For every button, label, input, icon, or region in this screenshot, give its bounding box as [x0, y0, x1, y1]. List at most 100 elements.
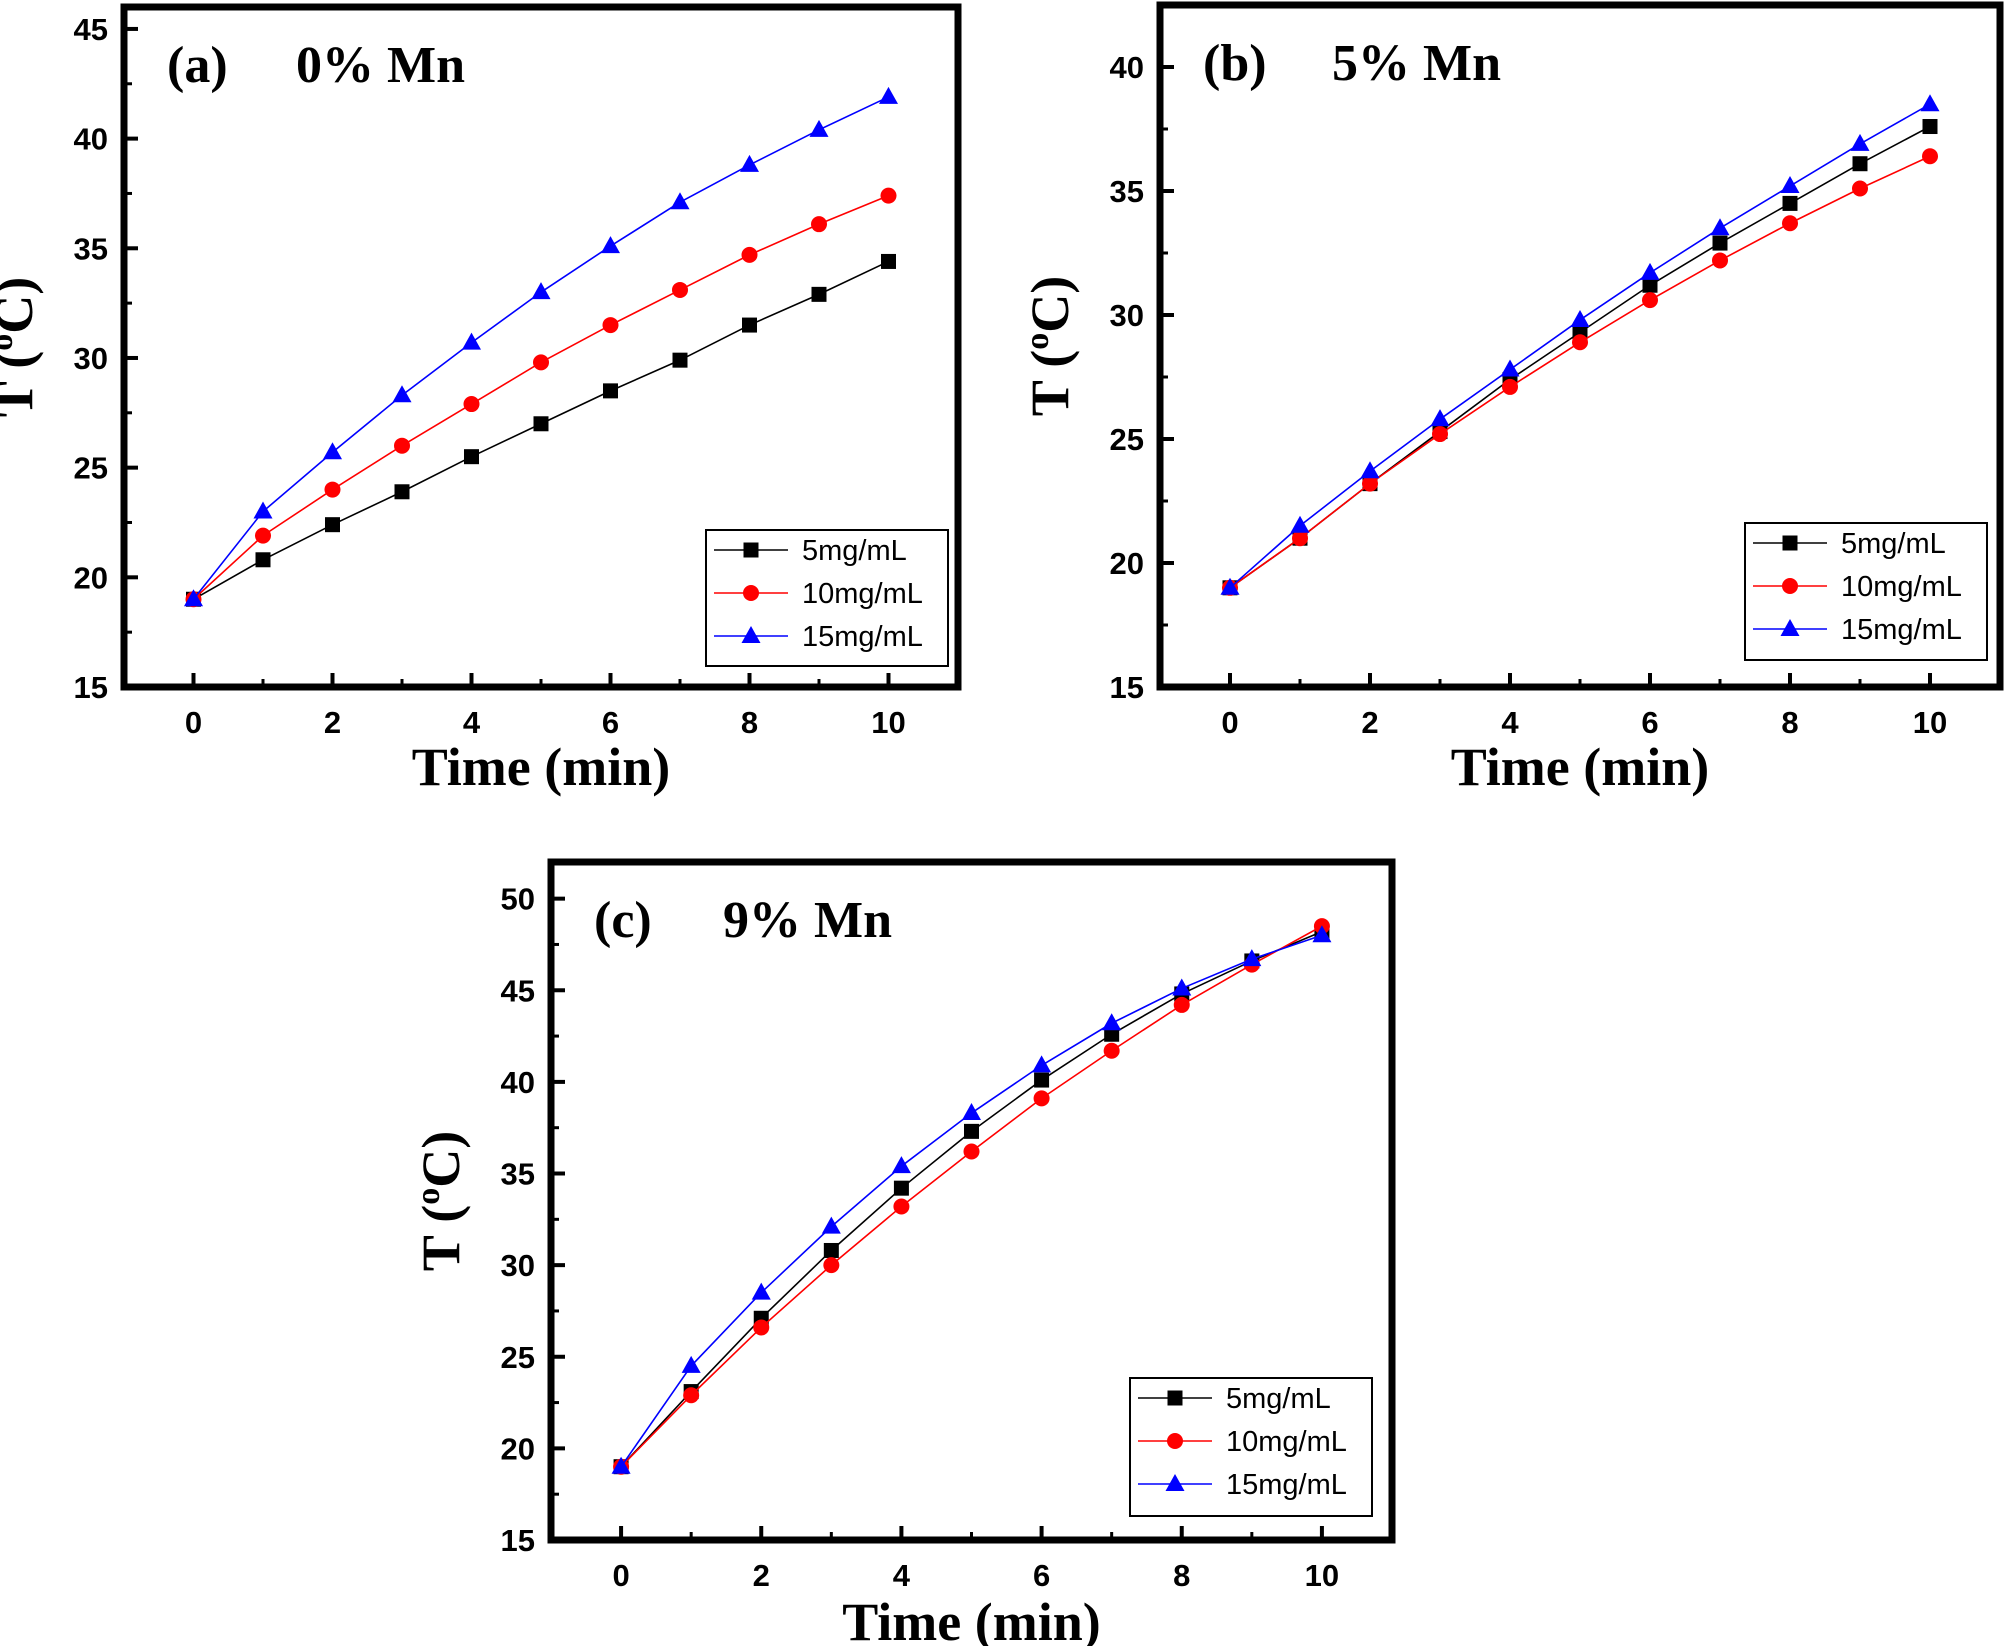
data-point — [893, 1198, 910, 1215]
y-tick-label: 15 — [501, 1523, 535, 1558]
legend-marker — [1782, 578, 1798, 594]
x-tick-label: 10 — [1305, 1558, 1339, 1593]
data-point — [1852, 156, 1868, 172]
legend-label: 10mg/mL — [802, 578, 923, 610]
y-axis-label-superscript: o — [410, 1188, 447, 1205]
legend-label: 15mg/mL — [1226, 1469, 1347, 1501]
data-point — [1104, 1026, 1120, 1042]
y-tick-label: 15 — [74, 670, 108, 705]
data-point — [184, 589, 203, 607]
plot-frame — [1156, 1, 2004, 691]
data-point — [1850, 133, 1870, 151]
data-point — [602, 317, 619, 334]
y-axis-label-superscript: o — [1019, 333, 1056, 350]
x-tick-label: 2 — [324, 705, 341, 740]
x-tick-label: 8 — [1781, 705, 1798, 740]
y-tick-label: 25 — [1110, 422, 1144, 457]
data-point — [1852, 180, 1868, 197]
x-tick-label: 4 — [1501, 705, 1519, 740]
data-point — [741, 246, 758, 263]
data-point — [1312, 925, 1332, 943]
chart-panel-b: 0 2 4 6 8 10 15 20 25 30 35 40 (b) 5% Mn Time (min) T (… — [1019, 1, 2004, 797]
data-point — [601, 236, 620, 254]
data-point — [1500, 359, 1520, 377]
data-point — [811, 216, 827, 233]
y-tick-label: 40 — [1110, 50, 1144, 85]
legend: 5mg/mL 10mg/mL 15mg/mL — [705, 529, 949, 667]
data-point — [1290, 515, 1310, 533]
y-tick-label: 35 — [74, 231, 108, 266]
data-point — [1430, 409, 1450, 427]
data-point — [672, 352, 688, 368]
y-tick-label: 30 — [74, 341, 108, 376]
data-point — [1642, 292, 1658, 309]
plot-frame — [120, 3, 962, 691]
data-point — [1173, 996, 1190, 1013]
x-tick-label: 4 — [463, 705, 481, 740]
series-line-15mg/mL — [192, 96, 889, 600]
legend-marker — [1782, 535, 1798, 551]
y-tick-label: 40 — [74, 122, 108, 157]
legend-marker — [1780, 619, 1800, 636]
data-point — [1432, 426, 1448, 443]
data-point — [1502, 378, 1518, 395]
y-tick-label: 25 — [501, 1340, 535, 1375]
x-tick-label: 6 — [1033, 1558, 1050, 1593]
y-tick-label: 20 — [1110, 546, 1144, 581]
panel-label: (c) — [594, 892, 652, 949]
data-point — [325, 517, 340, 533]
data-point — [683, 1387, 700, 1404]
data-point — [1712, 235, 1728, 251]
y-axis-label-main: T ( — [411, 1205, 471, 1272]
data-point — [324, 481, 341, 498]
x-tick-label: 0 — [185, 705, 202, 740]
panel-label: (a) — [167, 37, 228, 94]
y-tick-label: 25 — [74, 451, 108, 486]
y-axis-label-end: C) — [411, 1131, 471, 1188]
y-tick-label: 20 — [74, 560, 108, 595]
data-point — [811, 286, 827, 302]
data-point — [533, 354, 549, 371]
legend-marker — [1167, 1390, 1183, 1406]
data-point — [392, 385, 412, 403]
data-point — [611, 1456, 631, 1474]
y-tick-label: 40 — [501, 1065, 535, 1100]
data-point — [742, 317, 757, 333]
data-point — [1920, 94, 1940, 112]
chart-panel-a: 0 2 4 6 8 10 15 20 25 30 35 40 45 (a) 0% Mn Time (min) T… — [0, 3, 962, 797]
legend-label: 5mg/mL — [1226, 1383, 1331, 1415]
legend-marker — [1165, 1474, 1185, 1491]
data-point — [1034, 1072, 1050, 1088]
data-point — [1782, 215, 1798, 232]
legend-label: 5mg/mL — [1841, 528, 1946, 560]
data-point — [1103, 1042, 1120, 1059]
legend-label: 15mg/mL — [1841, 614, 1962, 646]
data-point — [394, 484, 410, 500]
data-point — [1292, 530, 1308, 547]
data-point — [531, 282, 551, 300]
data-point — [462, 332, 481, 350]
legend-label: 15mg/mL — [802, 621, 923, 653]
x-tick-label: 8 — [741, 705, 758, 740]
data-point — [1033, 1090, 1050, 1107]
data-point — [1572, 334, 1588, 351]
data-point — [1712, 252, 1728, 269]
x-tick-label: 6 — [602, 705, 619, 740]
data-point — [823, 1257, 840, 1274]
data-point — [1220, 577, 1240, 595]
x-tick-label: 0 — [1221, 705, 1238, 740]
data-point — [255, 552, 271, 568]
data-point — [394, 437, 410, 454]
data-point — [464, 449, 479, 465]
data-point — [963, 1143, 980, 1160]
data-point — [1780, 176, 1800, 194]
y-tick-label: 15 — [1110, 670, 1144, 705]
y-axis-label: T (oC) — [1019, 276, 1080, 417]
legend-label: 10mg/mL — [1226, 1426, 1347, 1458]
data-point — [681, 1355, 701, 1373]
data-point — [1172, 978, 1192, 996]
data-point — [880, 187, 897, 204]
x-tick-label: 8 — [1173, 1558, 1190, 1593]
x-tick-label: 2 — [1361, 705, 1378, 740]
